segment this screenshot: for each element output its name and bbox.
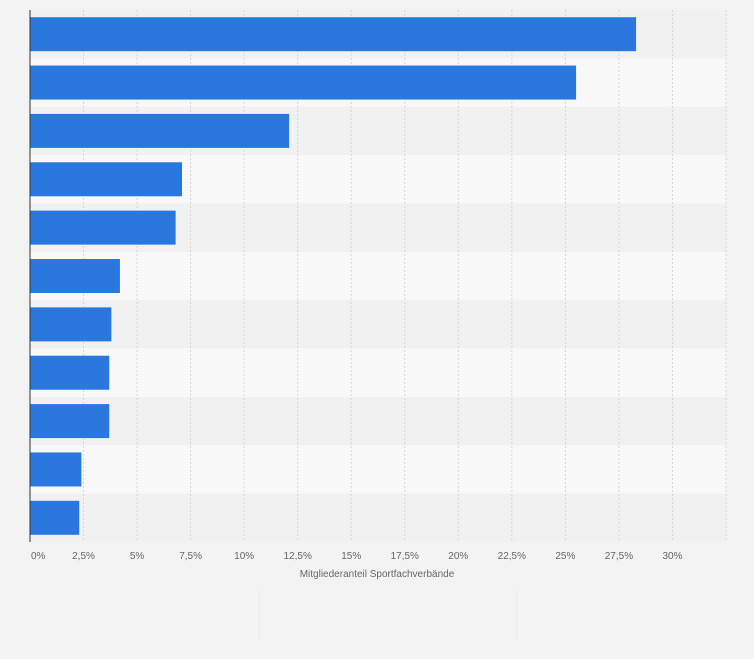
x-tick-label: 15% [341,551,361,562]
x-tick-label: 5% [130,551,145,562]
row-band [30,348,726,397]
row-band [30,396,726,446]
bar [30,17,637,52]
x-tick-label: 20% [448,551,468,562]
x-tick-label: 25% [555,551,575,562]
bar [30,355,110,390]
row-band [30,300,726,349]
footer-divider [259,590,260,640]
row-band [30,493,726,542]
bar [30,65,577,100]
footer-area [0,582,754,659]
footer-divider [516,590,517,640]
row-band [30,251,726,301]
x-tick-label: 7,5% [179,551,202,562]
bar [30,452,82,487]
bar [30,210,176,245]
x-axis-title: Mitgliederanteil Sportfachverbände [300,569,455,580]
x-tick-label: 2,5% [72,551,95,562]
x-tick-label: 10% [234,551,254,562]
bars [30,17,637,535]
x-axis-ticks: 0% 2,5% 5% 7,5% 10% 12,5% 15% 17,5% 20% 22,5% 25% 2… [31,551,683,562]
x-tick-label: 17,5% [391,551,419,562]
bar [30,113,290,148]
x-tick-label: 27,5% [605,551,633,562]
bar [30,404,110,439]
x-tick-label: 0% [31,551,46,562]
x-tick-label: 12,5% [284,551,312,562]
bar [30,259,120,293]
x-tick-label: 22,5% [498,551,526,562]
bar [30,162,183,197]
bar [30,307,112,342]
x-tick-label: 30% [662,551,682,562]
bar [30,500,80,535]
row-band [30,445,726,494]
